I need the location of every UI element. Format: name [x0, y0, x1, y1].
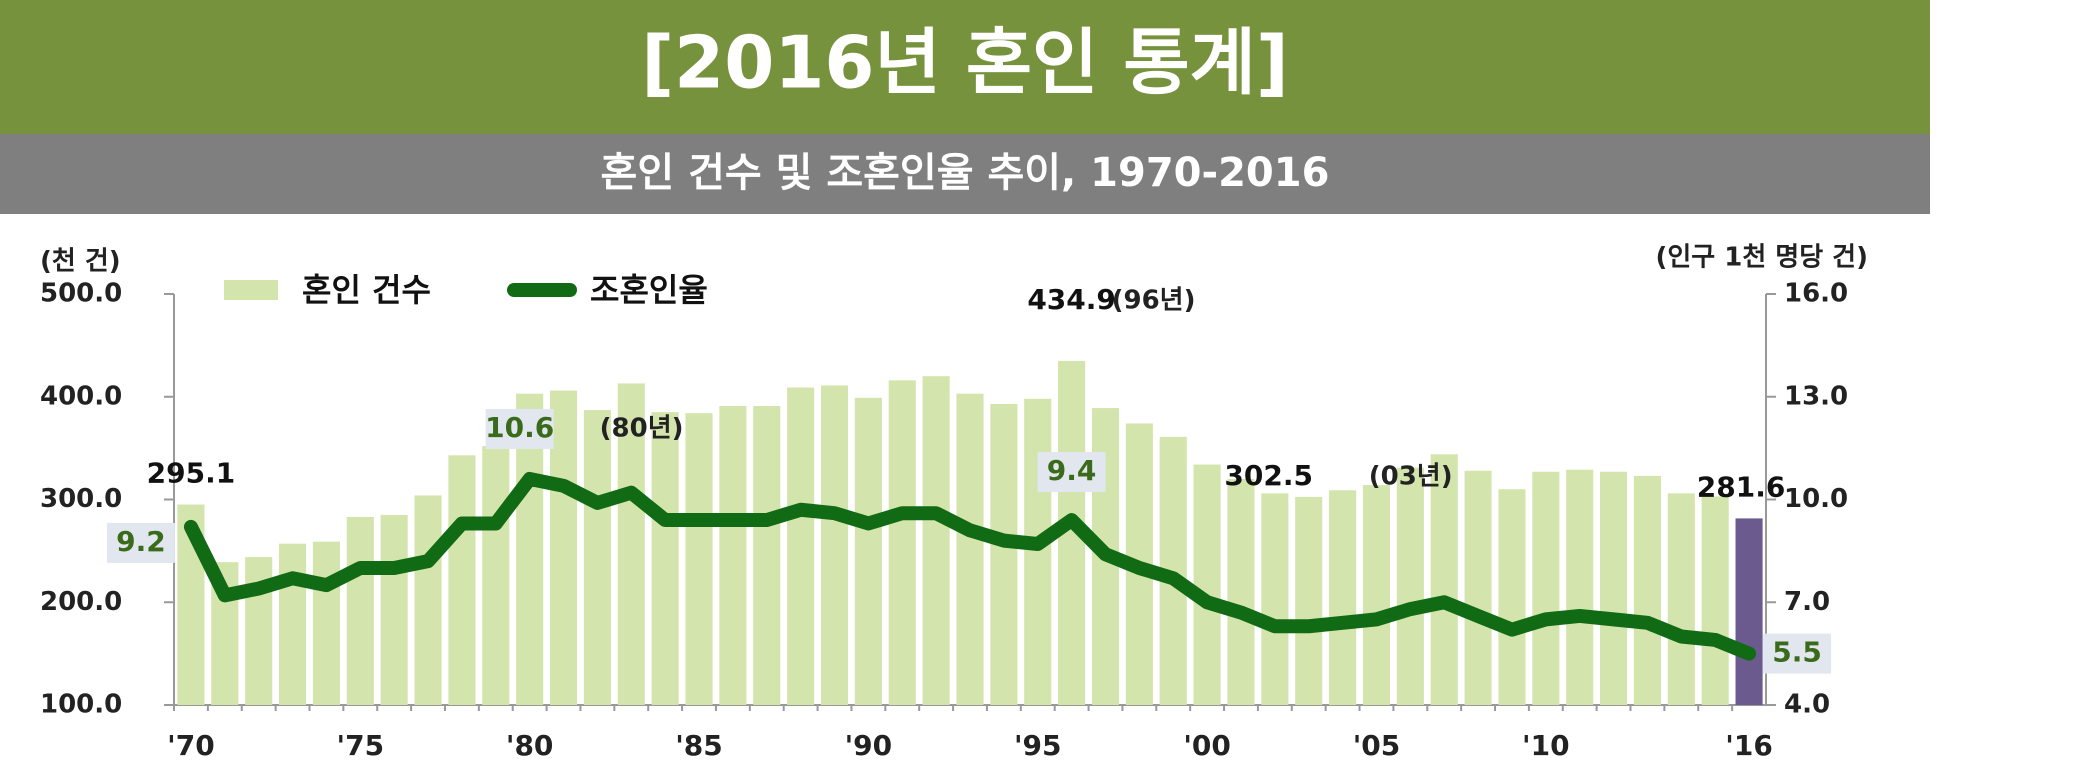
x-tick-label: '70: [167, 729, 215, 760]
line-value-label: 9.4: [1047, 454, 1097, 487]
value-label-box: [485, 408, 554, 449]
bar: [956, 393, 984, 705]
bar: [719, 405, 747, 705]
bar: [1329, 490, 1357, 705]
y2-tick-label: 4.0: [1784, 690, 1830, 720]
bar: [753, 405, 781, 705]
bar-value-label: 295.1: [147, 457, 236, 490]
y2-axis-label: (인구 1천 명당 건): [1655, 243, 1868, 273]
bar: [888, 380, 916, 705]
value-label-box: [1763, 633, 1832, 674]
value-label-box: [1037, 452, 1106, 493]
y-axis-label: (천 건): [40, 247, 121, 277]
bar: [1633, 475, 1661, 705]
y-tick-label: 300.0: [40, 484, 122, 514]
x-tick-label: '10: [1522, 729, 1570, 760]
y2-tick-label: 13.0: [1784, 381, 1848, 411]
bar: [1566, 469, 1594, 705]
bar: [1227, 478, 1255, 705]
bar: [1464, 470, 1492, 705]
x-tick-label: '75: [337, 729, 385, 760]
bar: [1362, 485, 1391, 705]
y-tick-label: 400.0: [40, 381, 122, 411]
annotation: (03년): [1369, 461, 1453, 491]
bar: [617, 383, 645, 705]
title: [2016년 혼인 통계]: [641, 21, 1289, 105]
subtitle-band: [0, 134, 1930, 214]
bar-value-label: 281.6: [1697, 470, 1786, 503]
annotation: (96년): [1112, 285, 1196, 315]
bar: [482, 446, 510, 705]
bar-value-label: 302.5: [1224, 459, 1313, 492]
subtitle: 혼인 건수 및 조혼인율 추이, 1970-2016: [601, 150, 1330, 196]
y2-tick-label: 7.0: [1784, 587, 1830, 617]
bar: [1396, 467, 1424, 705]
legend-swatch: [224, 280, 278, 300]
bar: [380, 514, 408, 705]
y-tick-label: 100.0: [40, 690, 122, 720]
bar: [279, 543, 307, 705]
x-tick-label: '05: [1353, 729, 1401, 760]
bar: [549, 390, 578, 705]
y2-tick-label: 10.0: [1784, 484, 1848, 514]
bar: [922, 376, 950, 705]
annotation: (80년): [600, 413, 684, 443]
bar: [787, 387, 815, 705]
bar: [583, 410, 611, 705]
line-value-label: 5.5: [1772, 636, 1822, 669]
bar: [1430, 454, 1458, 705]
y-tick-label: 500.0: [40, 279, 122, 309]
bar: [1667, 493, 1695, 705]
y2-tick-label: 16.0: [1784, 279, 1848, 309]
bar: [1193, 464, 1221, 705]
title-band: [0, 0, 1930, 134]
bar: [1735, 518, 1763, 705]
bar: [990, 403, 1018, 705]
bar: [1600, 471, 1628, 705]
bar: [820, 385, 849, 705]
bar: [414, 495, 442, 705]
bar: [1498, 489, 1526, 705]
bar: [1532, 471, 1560, 705]
bar: [685, 413, 713, 705]
y-tick-label: 200.0: [40, 587, 122, 617]
bar: [1024, 398, 1052, 705]
line-value-label: 9.2: [116, 525, 166, 558]
bar: [1261, 493, 1289, 705]
bar: [312, 541, 340, 705]
x-tick-label: '90: [845, 729, 893, 760]
legend-label: 조혼인율: [590, 271, 708, 309]
line: [183, 471, 1757, 661]
bar: [854, 397, 882, 705]
bar: [448, 455, 476, 705]
x-tick-label: '80: [506, 729, 554, 760]
x-tick-label: '00: [1183, 729, 1231, 760]
x-tick-label: '16: [1725, 729, 1773, 760]
bar-value-label: 434.9: [1027, 283, 1116, 316]
bar: [1295, 496, 1323, 705]
legend-label: 혼인 건수: [302, 271, 431, 309]
x-tick-label: '85: [675, 729, 723, 760]
value-label-box: [106, 522, 175, 563]
bar: [651, 412, 679, 705]
bar: [1701, 496, 1729, 705]
bar: [346, 516, 374, 705]
x-tick-label: '95: [1014, 729, 1062, 760]
line-value-label: 10.6: [485, 411, 554, 444]
